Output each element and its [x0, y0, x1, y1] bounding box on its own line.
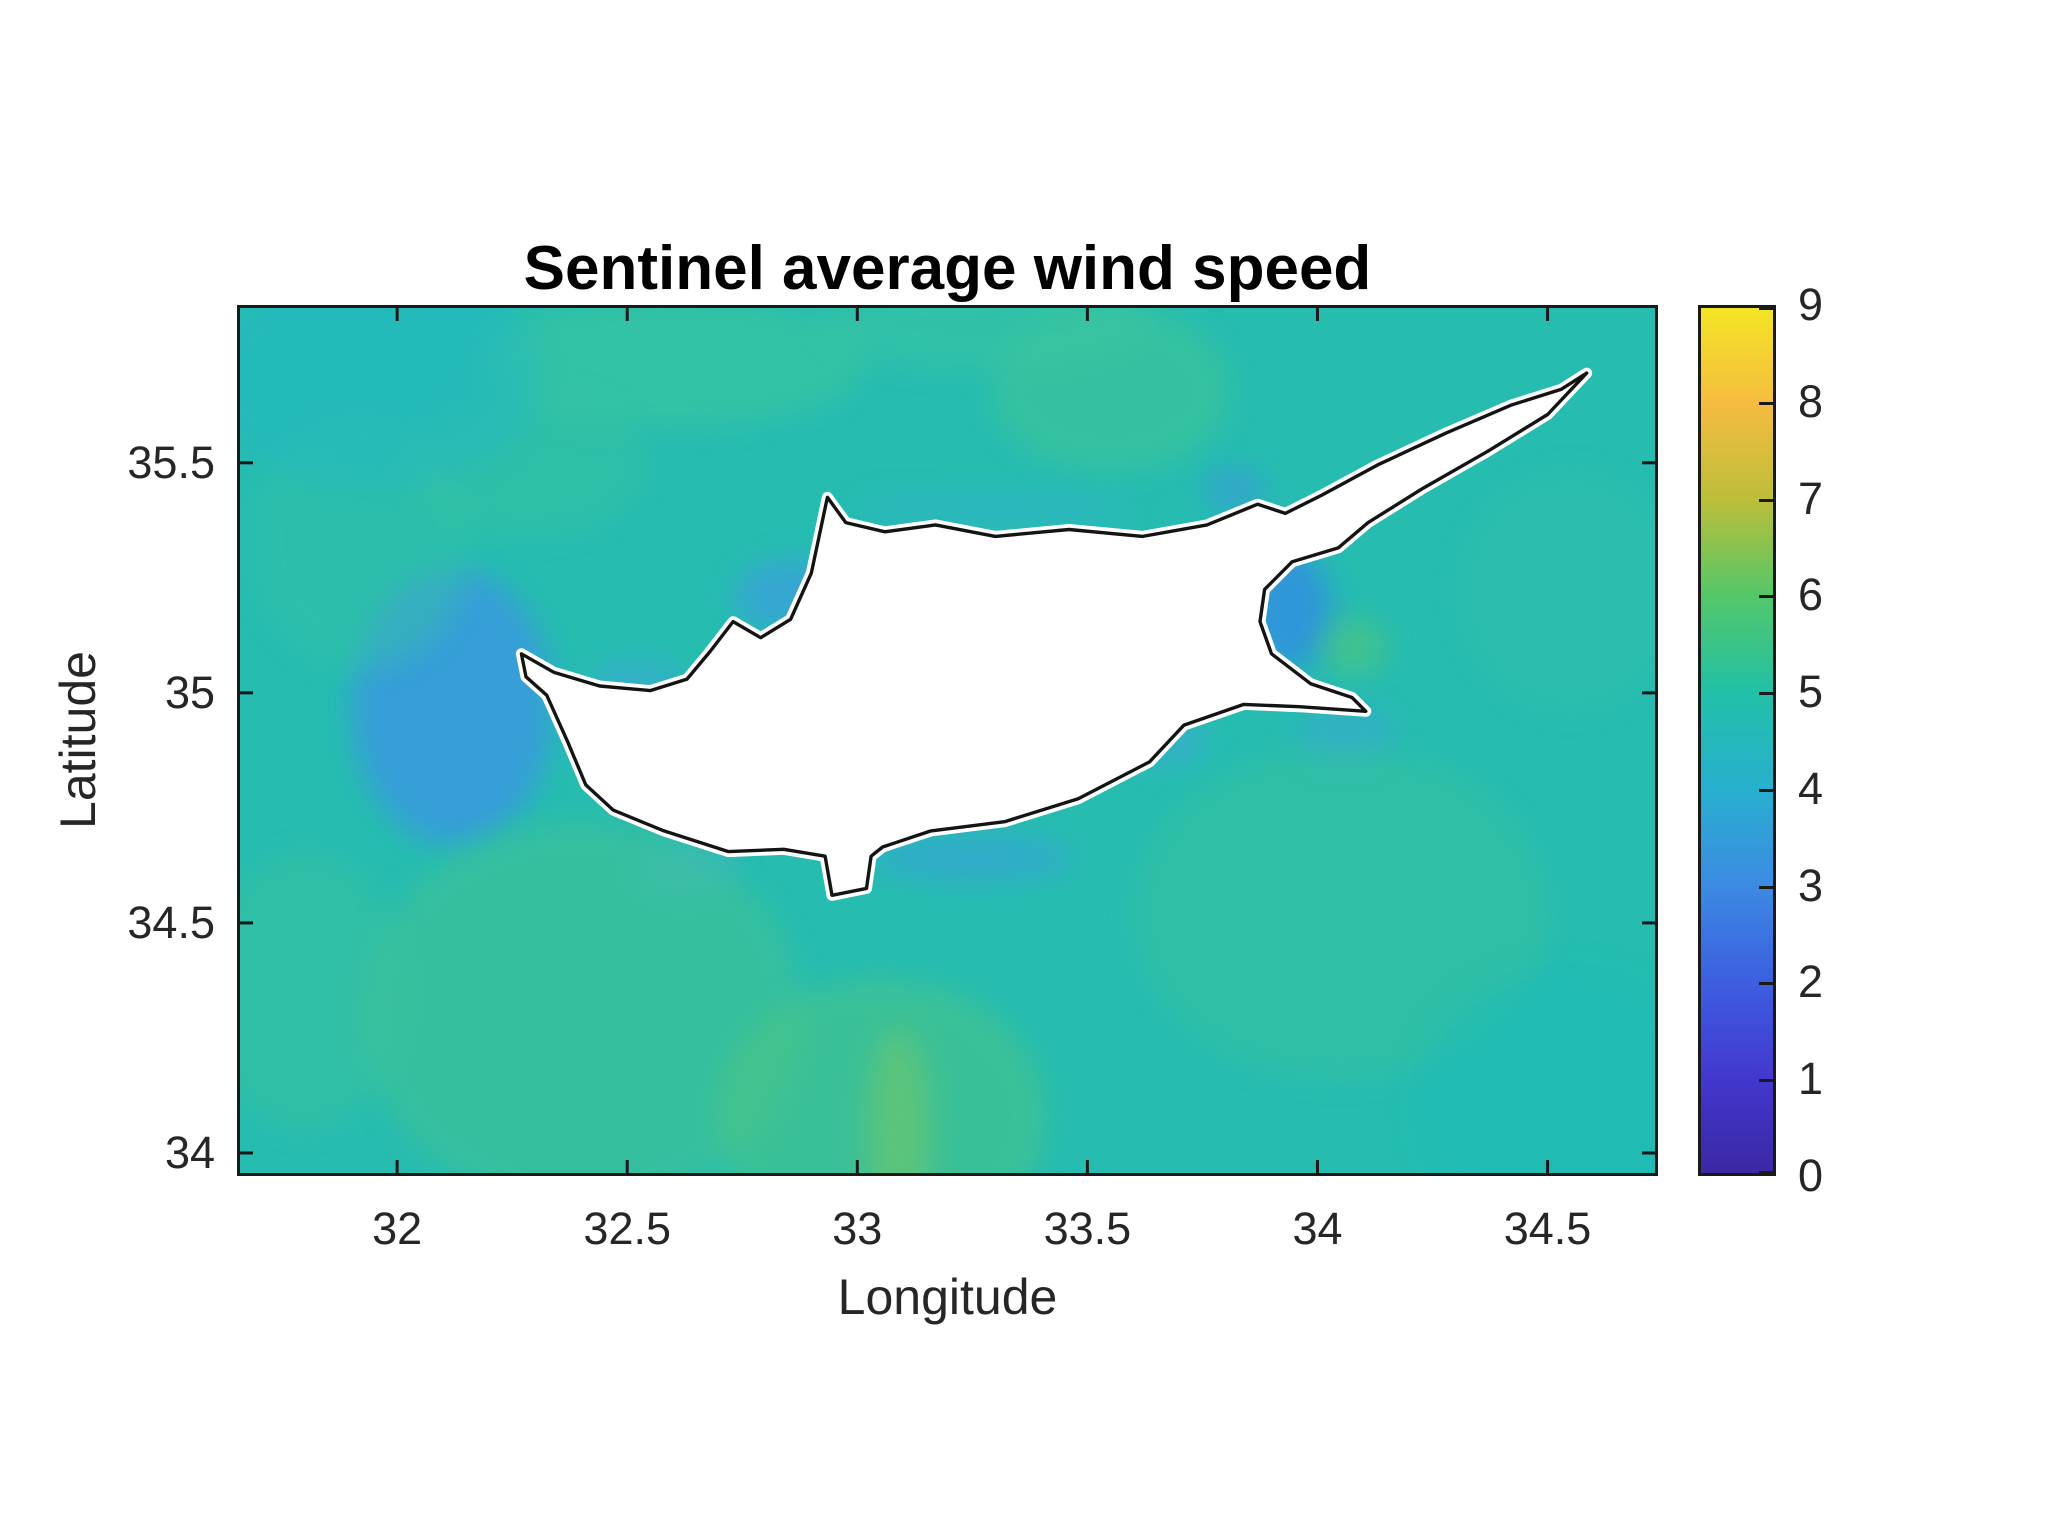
- colorbar-tick: [1759, 885, 1773, 889]
- island-cyprus: [519, 371, 1589, 897]
- axis-ticks: [237, 305, 1658, 1176]
- colorbar-tick: [1759, 1171, 1773, 1174]
- colorbar-tick-label: 8: [1798, 375, 1824, 427]
- x-tick-label: 33: [832, 1203, 883, 1254]
- chart-title: Sentinel average wind speed: [523, 234, 1372, 303]
- colorbar-tick: [1759, 692, 1773, 696]
- x-tick-label: 33.5: [1043, 1203, 1132, 1254]
- colorbar-tick-label: 0: [1798, 1150, 1824, 1201]
- y-tick-label: 35: [164, 666, 215, 718]
- colorbar-tick: [1759, 498, 1773, 502]
- wind-speed-map: [237, 305, 1658, 1176]
- colorbar-tick: [1759, 401, 1773, 405]
- y-tick-label: 34: [164, 1126, 215, 1178]
- axes-box: [237, 305, 1658, 1176]
- colorbar-tick-label: 4: [1798, 762, 1824, 814]
- x-axis-label: Longitude: [837, 1269, 1058, 1325]
- x-tick-label: 32.5: [583, 1203, 672, 1254]
- plot-area: [237, 305, 1658, 1176]
- colorbar: [1698, 305, 1776, 1176]
- x-tick-label: 32: [372, 1203, 423, 1254]
- colorbar-tick: [1759, 788, 1773, 792]
- colorbar-tick-label: 6: [1798, 569, 1824, 621]
- x-tick-label: 34.5: [1503, 1203, 1592, 1254]
- colorbar-tick: [1759, 307, 1773, 310]
- y-tick-label: 34.5: [127, 896, 215, 948]
- colorbar-tick-label: 3: [1798, 859, 1824, 911]
- colorbar-tick: [1759, 595, 1773, 599]
- colorbar-tick-label: 7: [1798, 472, 1824, 524]
- colorbar-tick-label: 1: [1798, 1053, 1824, 1105]
- x-tick-label: 34: [1292, 1203, 1343, 1254]
- colorbar-tick-label: 5: [1798, 666, 1824, 718]
- colorbar-tick-label: 9: [1798, 279, 1824, 330]
- colorbar-tick: [1759, 1079, 1773, 1083]
- y-tick-label: 35.5: [127, 436, 215, 488]
- colorbar-tick: [1759, 982, 1773, 986]
- colorbar-tick-label: 2: [1798, 956, 1824, 1008]
